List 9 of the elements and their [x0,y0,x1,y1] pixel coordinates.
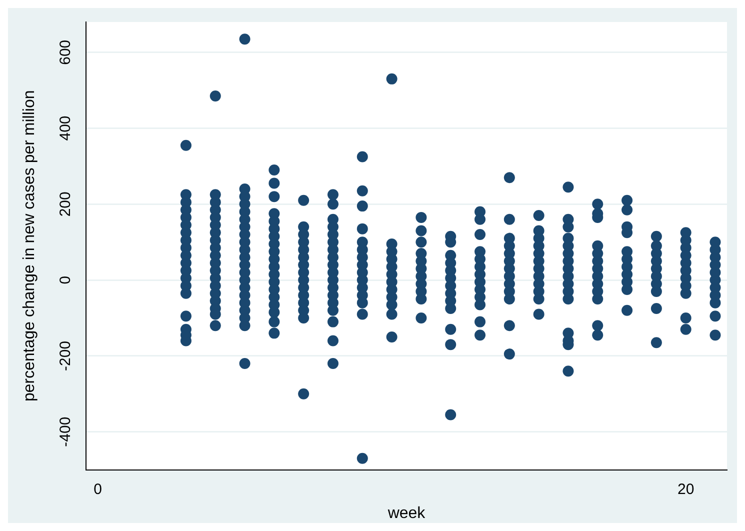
y-tick-label: 600 [57,40,74,65]
y-tick-label: -200 [57,340,74,371]
x-axis-title: week [386,504,426,522]
y-tick-label: 200 [57,192,74,217]
y-axis-title: percentage change in new cases per million [21,90,38,402]
y-tick-label: -400 [57,416,74,447]
x-tick-label: 20 [677,480,694,498]
y-tick-label: 400 [57,116,74,141]
y-tick-label: 0 [57,276,74,284]
